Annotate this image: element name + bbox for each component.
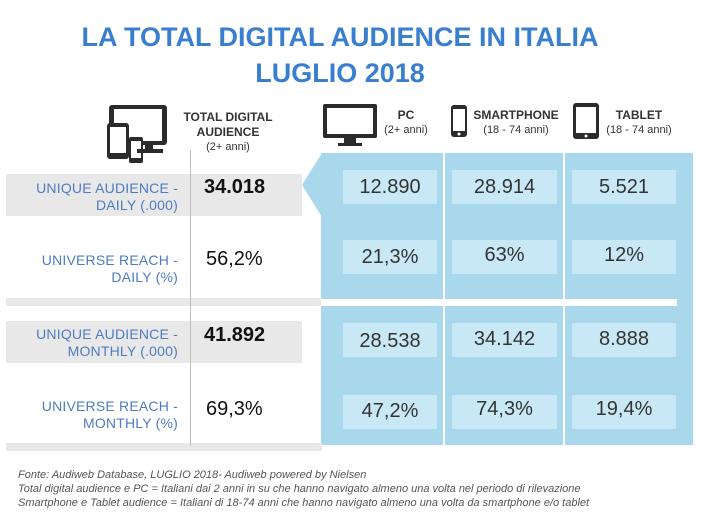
tablet-daily-audience: 5.521 xyxy=(598,176,650,198)
row-label-line: DAILY (.000) xyxy=(95,197,178,213)
header-total-sub: (2+ anni) xyxy=(206,141,250,153)
panel-section-gap xyxy=(321,299,677,306)
cell-bg xyxy=(343,395,437,429)
tablet-monthly-reach: 19,4% xyxy=(595,398,653,420)
cell-bg xyxy=(452,170,557,204)
row-label-daily-audience: UNIQUE AUDIENCE - DAILY (.000) xyxy=(8,180,178,214)
row-bg-daily-audience xyxy=(6,174,302,216)
cell-bg xyxy=(572,240,676,274)
row-label-line: UNIVERSE REACH - xyxy=(41,252,178,268)
tablet-monthly-audience: 8.888 xyxy=(598,328,650,350)
header-total: TOTAL DIGITAL AUDIENCE (2+ anni) xyxy=(176,110,280,154)
cell-bg xyxy=(572,395,676,429)
cell-bg xyxy=(343,240,437,274)
footnote-source: Fonte: Audiweb Database, LUGLIO 2018- Au… xyxy=(18,469,367,481)
bottom-divider xyxy=(6,443,322,451)
cell-bg xyxy=(452,240,557,274)
header-pc: PC (2+ anni) xyxy=(378,108,434,137)
page-title: LA TOTAL DIGITAL AUDIENCE IN ITALIA xyxy=(81,22,599,52)
smartphone-daily-reach: 63% xyxy=(484,244,525,266)
footnotes: Fonte: Audiweb Database, LUGLIO 2018- Au… xyxy=(18,468,718,510)
smartphone-icon xyxy=(450,104,468,138)
total-monthly-audience: 41.892 xyxy=(204,324,266,346)
row-label-monthly-audience: UNIQUE AUDIENCE - MONTHLY (.000) xyxy=(8,326,178,360)
row-label-daily-reach: UNIVERSE REACH - DAILY (%) xyxy=(8,252,178,286)
row-label-monthly-reach: UNIVERSE REACH - MONTHLY (%) xyxy=(8,398,178,432)
header-tablet: TABLET (18 - 74 anni) xyxy=(600,108,678,137)
header-total-title: TOTAL DIGITAL AUDIENCE xyxy=(183,110,273,139)
header-smartphone-sub: (18 - 74 anni) xyxy=(483,124,549,136)
cell-bg xyxy=(343,170,437,204)
pc-monthly-audience: 28.538 xyxy=(359,330,421,352)
cell-bg xyxy=(343,323,437,357)
row-label-line: UNIQUE AUDIENCE - xyxy=(36,326,178,342)
cell-bg xyxy=(452,323,557,357)
header-smartphone-title: SMARTPHONE xyxy=(473,108,559,122)
section-divider xyxy=(6,298,322,306)
panel-pointer xyxy=(302,153,322,217)
tablet-daily-reach: 12% xyxy=(603,244,645,266)
smartphone-daily-audience: 28.914 xyxy=(473,176,536,198)
pc-daily-audience: 12.890 xyxy=(359,176,421,198)
cell-bg xyxy=(572,170,676,204)
row-bg-monthly-audience xyxy=(6,321,302,363)
row-label-line: UNIVERSE REACH - xyxy=(41,398,178,414)
page-subtitle: LUGLIO 2018 xyxy=(255,58,425,88)
cell-bg xyxy=(572,323,676,357)
smartphone-monthly-reach: 74,3% xyxy=(476,398,533,420)
row-label-line: MONTHLY (%) xyxy=(82,415,178,431)
footnote-mobile-definition: Smartphone e Tablet audience = Italiani … xyxy=(18,497,590,509)
header-tablet-title: TABLET xyxy=(615,108,663,122)
total-monthly-reach: 69,3% xyxy=(206,398,263,420)
header-tablet-sub: (18 - 74 anni) xyxy=(606,124,672,136)
footnote-total-definition: Total digital audience e PC = Italiani d… xyxy=(18,483,581,495)
monitor-icon xyxy=(322,103,378,147)
row-label-line: UNIQUE AUDIENCE - xyxy=(36,180,178,196)
row-label-line: MONTHLY (.000) xyxy=(67,343,178,359)
total-daily-reach: 56,2% xyxy=(206,248,263,270)
header-pc-sub: (2+ anni) xyxy=(384,124,428,136)
tablet-icon xyxy=(572,102,600,140)
header-smartphone: SMARTPHONE (18 - 74 anni) xyxy=(468,108,564,137)
pc-monthly-reach: 47,2% xyxy=(361,400,419,422)
header-pc-title: PC xyxy=(397,108,415,122)
row-label-line: DAILY (%) xyxy=(111,269,178,285)
cell-bg xyxy=(452,395,557,429)
multi-device-icon xyxy=(107,103,175,165)
total-daily-audience: 34.018 xyxy=(204,176,266,198)
column-divider xyxy=(190,150,191,446)
pc-daily-reach: 21,3% xyxy=(361,246,419,268)
smartphone-monthly-audience: 34.142 xyxy=(473,328,536,350)
